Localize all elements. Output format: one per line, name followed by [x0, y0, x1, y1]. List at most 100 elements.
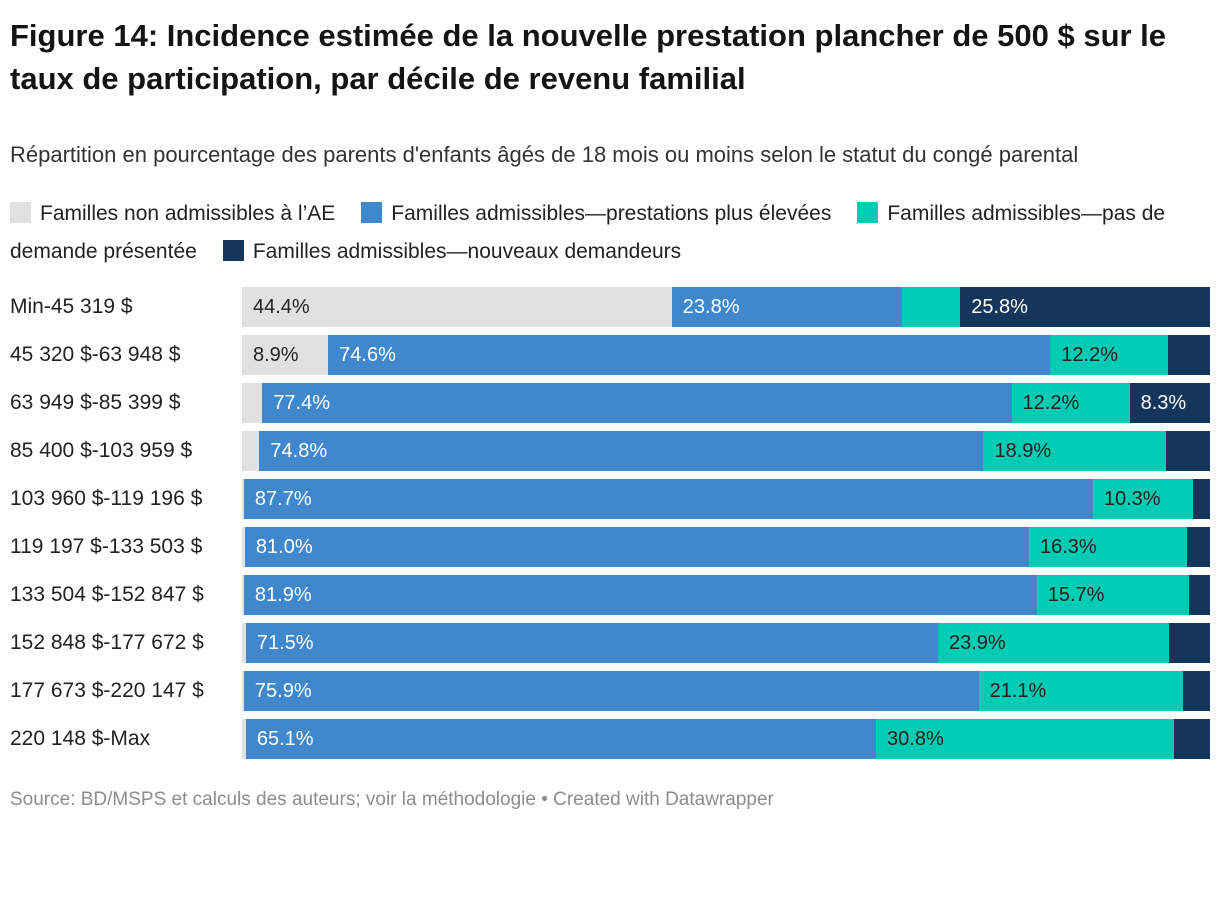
legend-swatch — [361, 202, 383, 223]
legend-label: Familles non admissibles à l’AE — [40, 202, 336, 225]
segment-label: 12.2% — [1022, 391, 1080, 414]
segment-label: 81.9% — [254, 583, 312, 606]
bar-segment[interactable]: 77.4% — [262, 383, 1012, 423]
bar-segment[interactable] — [1182, 671, 1210, 711]
chart-row: 45 320 $-63 948 $ 8.9% 74.6% 12.2% — [10, 335, 1210, 375]
segment-label: 30.8% — [887, 727, 944, 750]
segment-label: 10.3% — [1103, 487, 1161, 510]
segment-label: 23.9% — [948, 631, 1006, 654]
segment-label: 18.9% — [994, 439, 1052, 462]
bar-segment[interactable] — [1174, 719, 1210, 759]
bar-segment[interactable]: 87.7% — [243, 479, 1093, 519]
segment-label: 15.7% — [1047, 583, 1105, 606]
row-label: 119 197 $-133 503 $ — [10, 535, 203, 558]
segment-label: 23.8% — [682, 295, 740, 318]
legend-swatch — [10, 202, 31, 223]
segment-label: 77.4% — [273, 391, 331, 414]
chart-row: 103 960 $-119 196 $ 87.7% 10.3% — [10, 479, 1210, 519]
chart-row: 133 504 $-152 847 $ 81.9% 15.7% — [10, 575, 1210, 615]
chart-row: 220 148 $-Max 65.1% 30.8% — [10, 719, 1210, 759]
bar-segment[interactable]: 15.7% — [1036, 575, 1189, 615]
bar-segment[interactable]: 65.1% — [245, 719, 877, 759]
bar-segment[interactable]: 23.8% — [671, 287, 903, 327]
bar-segment[interactable] — [242, 527, 245, 567]
stacked-bar: 77.4% 12.2% 8.3% — [242, 383, 1210, 423]
bar-segment[interactable] — [242, 575, 244, 615]
legend-item: Familles non admissibles à l’AE — [10, 202, 335, 225]
bar-segment[interactable] — [1168, 335, 1210, 375]
bar-segment[interactable] — [1188, 575, 1210, 615]
row-label: 103 960 $-119 196 $ — [10, 487, 203, 510]
stacked-bar: 65.1% 30.8% — [242, 719, 1210, 759]
bar-segment[interactable]: 23.9% — [937, 623, 1170, 663]
bar-segment[interactable]: 8.9% — [242, 335, 329, 375]
bar-segment[interactable]: 81.0% — [244, 527, 1029, 567]
bar-segment[interactable] — [1186, 527, 1210, 567]
segment-label: 75.9% — [254, 679, 312, 702]
stacked-bar: 74.8% 18.9% — [242, 431, 1210, 471]
bar-segment[interactable]: 25.8% — [960, 287, 1210, 327]
row-label: 177 673 $-220 147 $ — [10, 679, 204, 702]
bar-segment[interactable]: 8.3% — [1129, 383, 1210, 423]
bar-segment[interactable] — [1169, 623, 1210, 663]
bar-segment[interactable] — [242, 719, 246, 759]
bar-segment[interactable]: 18.9% — [983, 431, 1167, 471]
bar-segment[interactable] — [1166, 431, 1210, 471]
bar-segment[interactable]: 10.3% — [1092, 479, 1193, 519]
bar-segment[interactable] — [242, 671, 244, 711]
segment-label: 71.5% — [256, 631, 314, 654]
legend: Familles non admissibles à l’AE Familles … — [10, 195, 1210, 271]
bar-segment[interactable]: 74.8% — [259, 431, 984, 471]
bar-segment[interactable]: 71.5% — [245, 623, 938, 663]
row-label: 220 148 $-Max — [10, 727, 151, 750]
bar-segment[interactable]: 30.8% — [876, 719, 1175, 759]
segment-label: 65.1% — [256, 727, 314, 750]
chart-row: 119 197 $-133 503 $ 81.0% 16.3% — [10, 527, 1210, 567]
segment-label: 81.0% — [255, 535, 313, 558]
legend-label: Familles admissibles—nouveaux demandeurs — [252, 240, 682, 263]
row-label: 133 504 $-152 847 $ — [10, 583, 204, 606]
bar-segment[interactable] — [242, 479, 244, 519]
stacked-bar-chart: Min-45 319 $ 44.4% 23.8% 25.8% 45 320 $-63 9… — [10, 287, 1210, 759]
segment-label: 21.1% — [989, 679, 1047, 702]
bar-segment[interactable]: 12.2% — [1050, 335, 1169, 375]
stacked-bar: 44.4% 23.8% 25.8% — [242, 287, 1210, 327]
legend-item: Familles admissibles—nouveaux demandeurs — [222, 240, 682, 263]
bar-segment[interactable] — [902, 287, 961, 327]
legend-item: Familles admissibles—prestations plus él… — [361, 202, 831, 225]
legend-swatch — [857, 202, 879, 223]
bar-segment[interactable]: 12.2% — [1011, 383, 1130, 423]
bar-segment[interactable]: 75.9% — [243, 671, 979, 711]
segment-label: 8.3% — [1140, 391, 1187, 414]
segment-label: 12.2% — [1061, 343, 1118, 366]
stacked-bar: 87.7% 10.3% — [242, 479, 1210, 519]
source-line: Source: BD/MSPS et calculs des auteurs; … — [10, 789, 774, 810]
chart-row: 63 949 $-85 399 $ 77.4% 12.2% 8.3% — [10, 383, 1210, 423]
segment-label: 25.8% — [971, 295, 1028, 318]
stacked-bar: 81.0% 16.3% — [242, 527, 1210, 567]
segment-label: 16.3% — [1039, 535, 1097, 558]
legend-label: Familles admissibles—pas de demande prés… — [10, 202, 1166, 263]
row-label: 152 848 $-177 672 $ — [10, 631, 204, 654]
chart-row: 85 400 $-103 959 $ 74.8% 18.9% — [10, 431, 1210, 471]
bar-segment[interactable]: 44.4% — [242, 287, 672, 327]
bar-segment[interactable] — [1192, 479, 1210, 519]
row-label: 85 400 $-103 959 $ — [10, 439, 193, 462]
bar-segment[interactable] — [242, 623, 246, 663]
segment-label: 87.7% — [254, 487, 312, 510]
bar-segment[interactable]: 74.6% — [328, 335, 1051, 375]
row-label: 63 949 $-85 399 $ — [10, 391, 181, 414]
figure-subtitle: Répartition en pourcentage des parents d… — [10, 142, 1079, 167]
bar-segment[interactable] — [242, 431, 260, 471]
legend-label: Familles admissibles—prestations plus él… — [391, 202, 832, 225]
stacked-bar: 8.9% 74.6% 12.2% — [242, 335, 1210, 375]
stacked-bar: 75.9% 21.1% — [242, 671, 1210, 711]
bar-segment[interactable] — [242, 383, 263, 423]
row-label: Min-45 319 $ — [10, 295, 133, 318]
segment-label: 74.6% — [339, 343, 396, 366]
bar-segment[interactable]: 16.3% — [1028, 527, 1187, 567]
segment-label: 44.4% — [253, 295, 310, 318]
chart-page: Figure 14: Incidence estimée de la nouve… — [0, 14, 1220, 912]
bar-segment[interactable]: 81.9% — [243, 575, 1037, 615]
bar-segment[interactable]: 21.1% — [978, 671, 1183, 711]
